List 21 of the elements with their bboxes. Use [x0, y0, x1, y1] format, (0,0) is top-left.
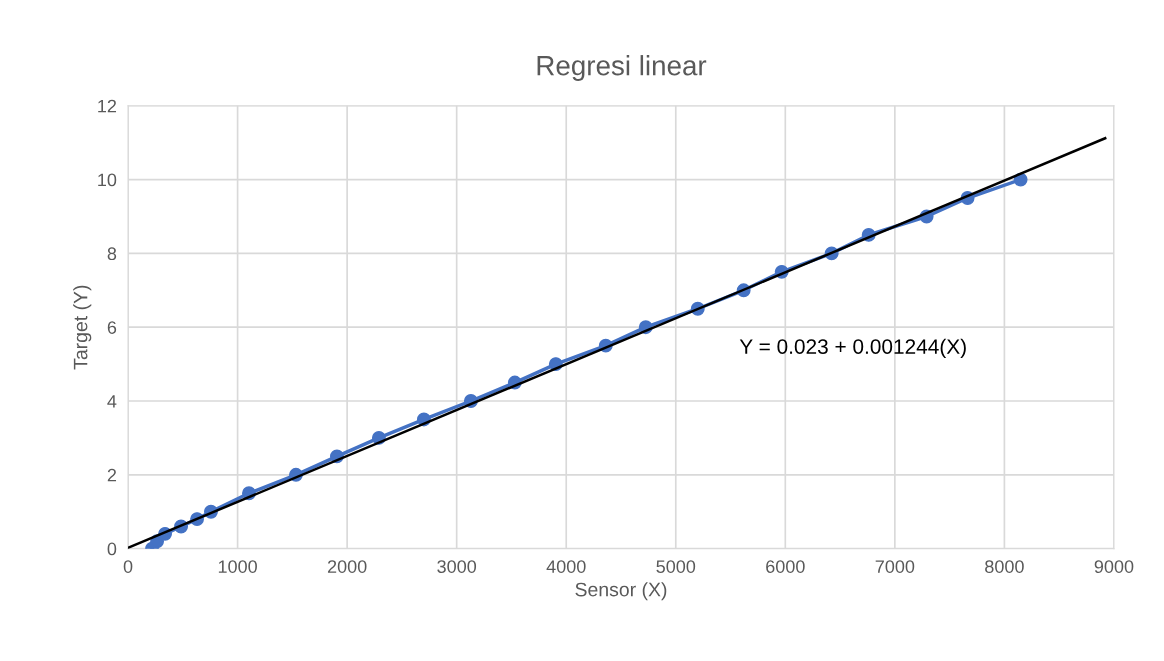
- x-tick-label: 3000: [437, 560, 477, 573]
- y-axis-title: Target (Y): [73, 285, 92, 370]
- x-tick-label: 7000: [875, 560, 915, 573]
- x-tick-label: 9000: [1094, 560, 1134, 573]
- y-tick-label: 4: [107, 395, 117, 408]
- x-tick-label: 1000: [218, 560, 257, 573]
- y-tick-label: 6: [107, 321, 117, 334]
- chart-title: Regresi linear: [537, 55, 707, 81]
- y-tick-label: 10: [98, 173, 117, 187]
- x-tick-label: 4000: [546, 560, 586, 573]
- x-tick-label: 5000: [656, 560, 696, 573]
- x-axis-title: Sensor (X): [575, 582, 667, 601]
- y-tick-label: 0: [107, 542, 117, 556]
- x-tick-label: 6000: [766, 560, 805, 573]
- y-tick-label: 2: [107, 468, 117, 482]
- y-tick-label: 12: [98, 99, 117, 113]
- x-tick-label: 0: [123, 560, 133, 573]
- x-tick-label: 8000: [985, 560, 1024, 573]
- x-tick-label: 2000: [327, 560, 367, 573]
- y-tick-label: 8: [107, 247, 117, 261]
- annotation: Y = 0.023 + 0.001244(X): [739, 338, 966, 359]
